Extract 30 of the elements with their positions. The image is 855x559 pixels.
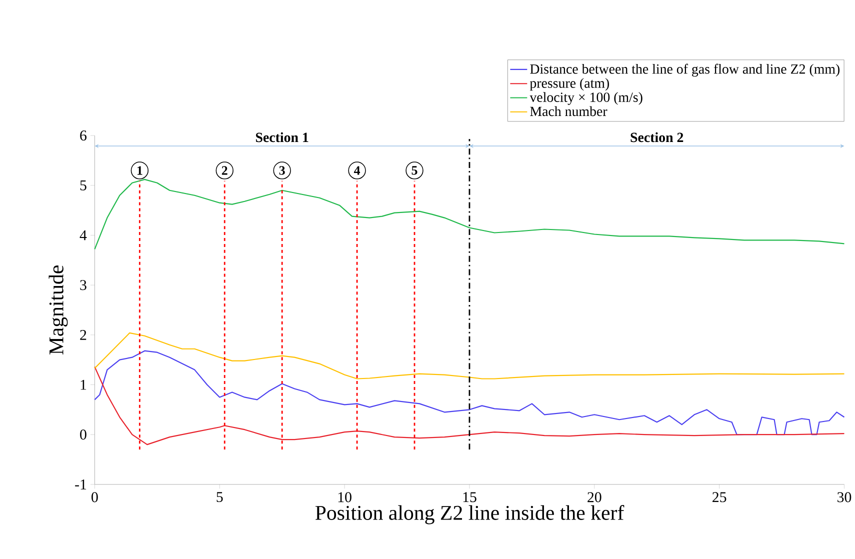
annotation: Section 2 (630, 132, 684, 142)
x-tick-label: 0 (92, 492, 98, 502)
annotation: 5 (412, 166, 418, 175)
y-tick-label: -1 (75, 479, 86, 490)
y-tick-label: 3 (80, 280, 86, 290)
y-tick-label: 6 (80, 130, 87, 140)
x-tick-label: 15 (463, 492, 476, 502)
annotation: 3 (279, 166, 285, 175)
annotation: 4 (354, 166, 360, 175)
x-tick-label: 10 (338, 492, 352, 502)
legend-label: velocity × 100 (m/s) (530, 92, 642, 105)
legend-label: Distance between the line of gas flow and line Z2 (mm) (530, 64, 840, 77)
x-tick-label: 5 (216, 492, 223, 502)
y-tick-label: 5 (80, 180, 86, 190)
line-series (94, 350, 845, 436)
x-tick-label: 20 (588, 492, 602, 502)
x-tick-label: 30 (838, 492, 852, 502)
y-tick-label: 2 (80, 330, 86, 340)
annotation: Section 1 (256, 132, 308, 142)
x-tick-label: 25 (712, 492, 726, 502)
annotation: 2 (222, 166, 228, 175)
annotation: 1 (137, 166, 142, 175)
line-series (94, 332, 845, 380)
x-axis-title: Position along Z2 line inside the kerf (315, 504, 624, 524)
legend-label: Mach number (530, 106, 608, 116)
legend-label: pressure (atm) (530, 78, 609, 91)
y-tick-label: 4 (80, 230, 87, 240)
y-axis-title: Magnitude (48, 265, 68, 354)
y-tick-label: 1 (80, 380, 86, 390)
y-tick-label: 0 (80, 429, 86, 440)
